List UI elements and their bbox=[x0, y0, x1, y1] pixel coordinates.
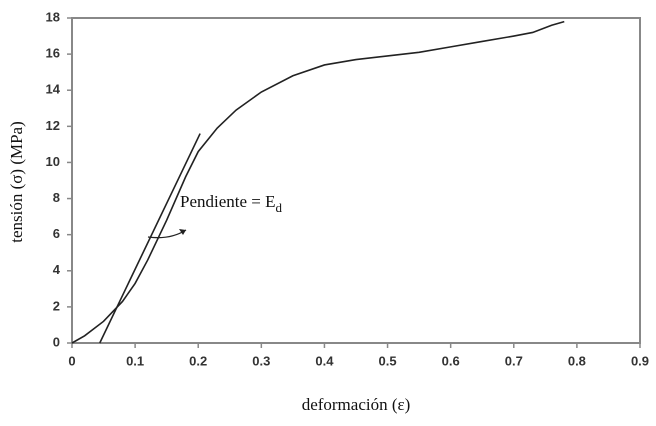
y-tick-label: 10 bbox=[46, 154, 60, 169]
y-tick-label: 6 bbox=[53, 226, 60, 241]
x-tick-label: 0.6 bbox=[442, 353, 460, 368]
x-tick-label: 0.2 bbox=[189, 353, 207, 368]
x-tick-label: 0.3 bbox=[252, 353, 270, 368]
plot-frame bbox=[71, 17, 641, 344]
annotation-text: Pendiente = E bbox=[180, 192, 276, 211]
annotation-subscript: d bbox=[276, 200, 283, 215]
x-tick-label: 0.8 bbox=[568, 353, 586, 368]
y-tick-label: 16 bbox=[46, 46, 60, 61]
y-tick-label: 12 bbox=[46, 118, 60, 133]
y-tick-label: 2 bbox=[53, 298, 60, 313]
y-tick-label: 8 bbox=[53, 190, 60, 205]
x-tick-label: 0.4 bbox=[315, 353, 334, 368]
data-line bbox=[71, 20, 565, 344]
x-tick-label: 0 bbox=[68, 353, 75, 368]
x-tick-label: 0.5 bbox=[379, 353, 397, 368]
data-line bbox=[99, 133, 201, 344]
x-tick-label: 0.9 bbox=[631, 353, 649, 368]
y-axis-label: tensión (σ) (MPa) bbox=[7, 121, 26, 243]
arrow-head bbox=[179, 229, 186, 235]
y-tick-label: 4 bbox=[53, 262, 61, 277]
x-tick-label: 0.7 bbox=[505, 353, 523, 368]
y-tick-label: 18 bbox=[46, 9, 60, 24]
y-tick-label: 0 bbox=[53, 334, 60, 349]
annotation: Pendiente = Ed bbox=[180, 192, 283, 215]
x-axis-label: deformación (ε) bbox=[302, 395, 411, 414]
y-tick-label: 14 bbox=[46, 82, 61, 97]
x-tick-label: 0.1 bbox=[126, 353, 144, 368]
